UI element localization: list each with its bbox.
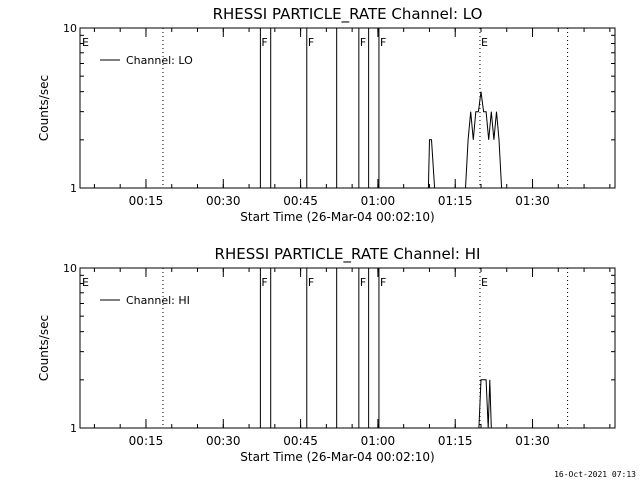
- x-tick-label: 00:30: [206, 194, 241, 208]
- x-tick-label: 01:15: [438, 434, 473, 448]
- chart-panel-1: RHESSI PARTICLE_RATE Channel: LO Counts/s…: [37, 5, 616, 224]
- x-tick-label: 00:15: [129, 434, 164, 448]
- marker-label: F: [261, 276, 267, 289]
- marker-label: F: [380, 36, 386, 49]
- marker-label: F: [360, 36, 366, 49]
- x-tick-label: 01:30: [515, 194, 550, 208]
- y-tick-label: 1: [70, 182, 77, 195]
- x-tick-label: 00:45: [283, 194, 318, 208]
- x-axis-label: Start Time (26-Mar-04 00:02:10): [240, 450, 434, 464]
- legend-label: Channel: HI: [126, 294, 190, 307]
- marker-label: F: [360, 276, 366, 289]
- chart-title: RHESSI PARTICLE_RATE Channel: HI: [215, 245, 481, 264]
- marker-label: E: [481, 36, 488, 49]
- y-tick-label: 1: [70, 422, 77, 435]
- series-line: [478, 379, 492, 429]
- y-tick-label: 10: [63, 262, 77, 275]
- x-tick-label: 00:45: [283, 434, 318, 448]
- chart-title: RHESSI PARTICLE_RATE Channel: LO: [213, 5, 483, 24]
- plot-frame: [79, 27, 616, 189]
- legend-label: Channel: LO: [126, 54, 193, 67]
- y-axis-label: Counts/sec: [37, 75, 51, 141]
- marker-label: F: [308, 276, 314, 289]
- chart-panel-2: RHESSI PARTICLE_RATE Channel: HI Counts/s…: [37, 245, 616, 464]
- x-tick-label: 00:15: [129, 194, 164, 208]
- x-tick-label: 00:30: [206, 434, 241, 448]
- marker-label: F: [261, 36, 267, 49]
- marker-label: E: [82, 276, 89, 289]
- y-tick-label: 10: [63, 22, 77, 35]
- plot-frame: [79, 267, 616, 429]
- timestamp: 16-Oct-2021 07:13: [554, 470, 636, 479]
- x-tick-label: 01:00: [361, 194, 396, 208]
- marker-label: E: [82, 36, 89, 49]
- x-tick-label: 01:00: [361, 434, 396, 448]
- y-axis-label: Counts/sec: [37, 315, 51, 381]
- x-tick-label: 01:30: [515, 434, 550, 448]
- marker-label: E: [481, 276, 488, 289]
- marker-label: F: [308, 36, 314, 49]
- marker-label: F: [380, 276, 386, 289]
- x-axis-label: Start Time (26-Mar-04 00:02:10): [240, 210, 434, 224]
- x-tick-label: 01:15: [438, 194, 473, 208]
- series-line: [427, 91, 505, 189]
